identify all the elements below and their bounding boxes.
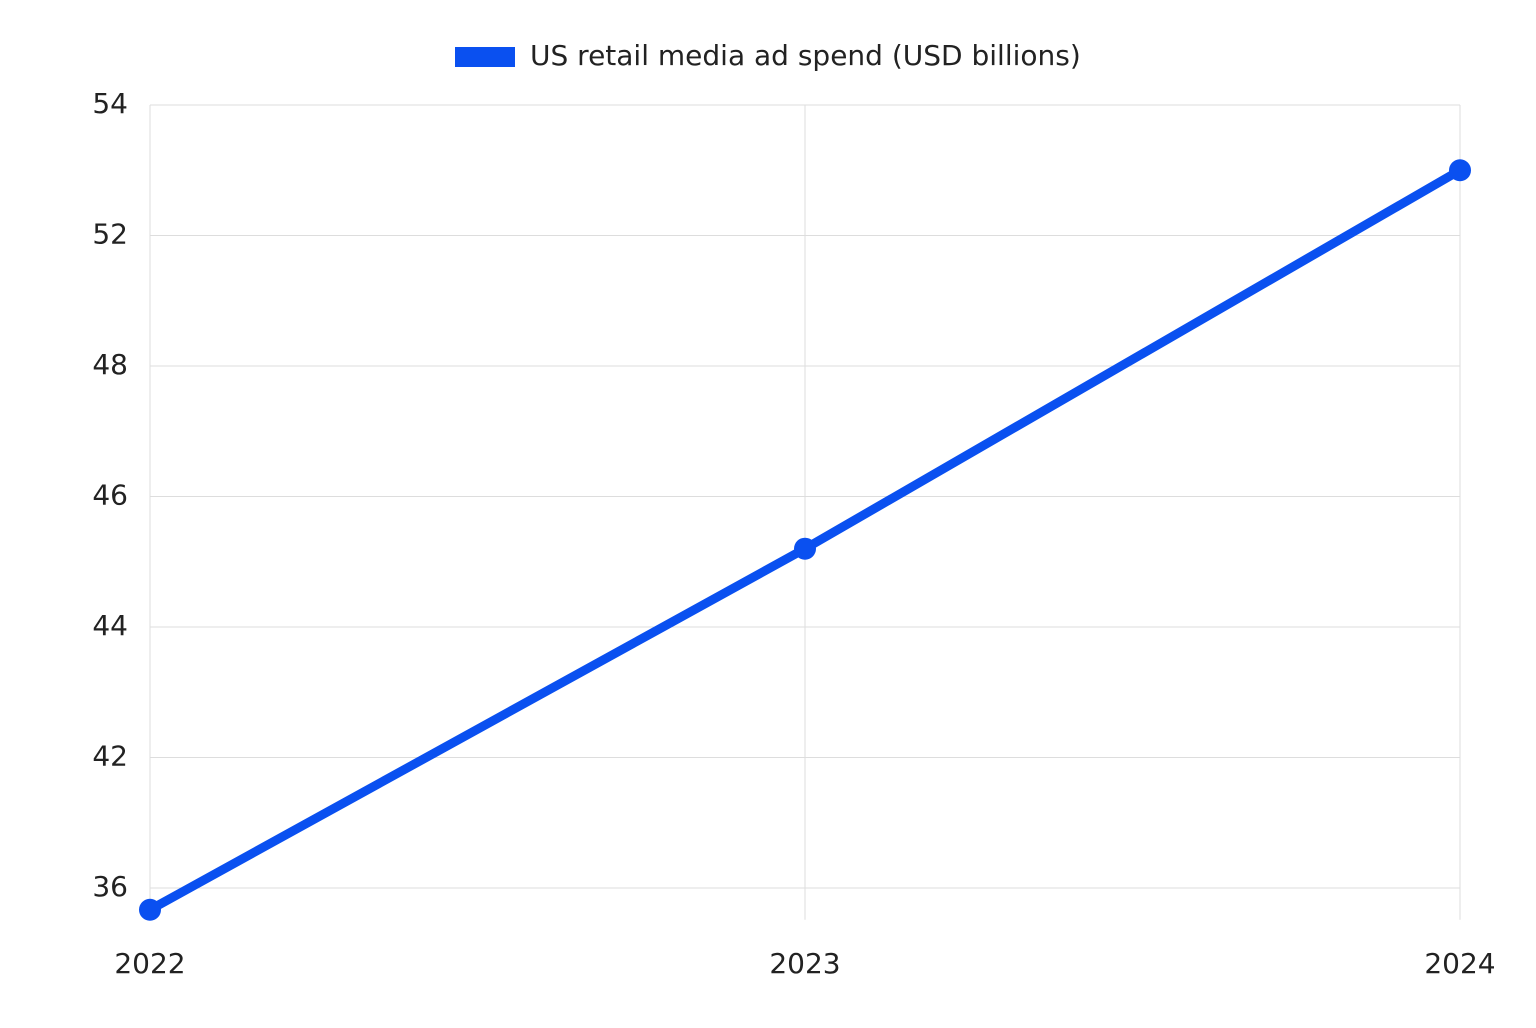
- y-tick-label: 36: [92, 870, 128, 903]
- legend-swatch: [455, 47, 515, 67]
- point: [1449, 159, 1471, 182]
- y-tick-label: 46: [92, 479, 128, 512]
- x-tick-label: 2022: [114, 947, 185, 980]
- point: [794, 537, 816, 560]
- y-tick-label: 48: [92, 348, 128, 381]
- legend-label: US retail media ad spend (USD billions): [530, 39, 1081, 72]
- x-tick-label: 2024: [1424, 947, 1495, 980]
- y-tick-label: 42: [92, 740, 128, 773]
- y-tick-label: 54: [92, 87, 128, 120]
- point: [139, 898, 161, 921]
- y-tick-label: 44: [92, 609, 128, 642]
- x-tick-label: 2023: [769, 947, 840, 980]
- y-tick-label: 52: [92, 218, 128, 251]
